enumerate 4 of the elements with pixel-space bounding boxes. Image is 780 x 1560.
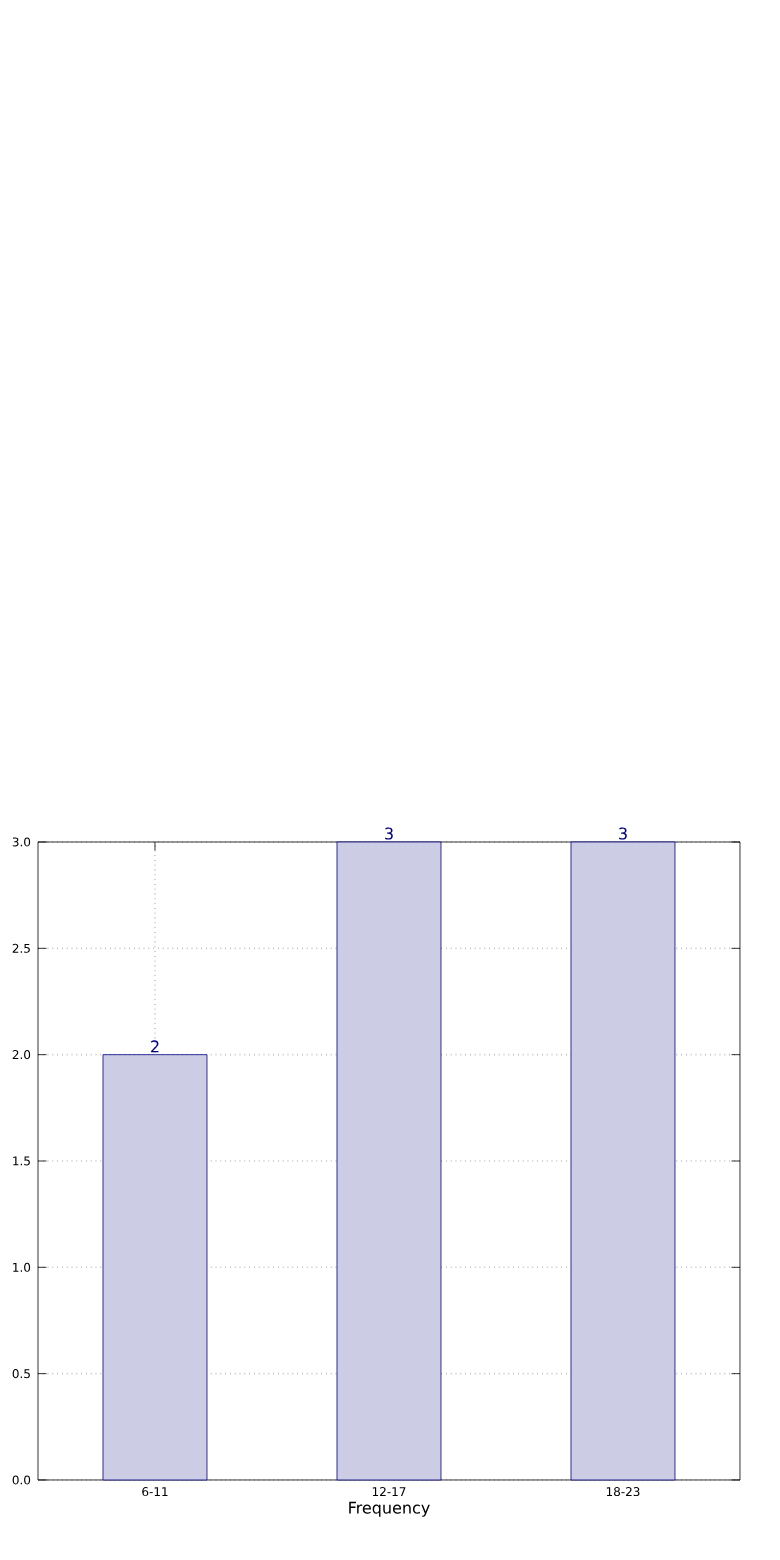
data-label: 3 bbox=[619, 827, 627, 840]
x-axis-title: Frequency bbox=[349, 1501, 430, 1517]
data-label: 2 bbox=[151, 1040, 159, 1053]
data-label: 3 bbox=[385, 827, 393, 840]
